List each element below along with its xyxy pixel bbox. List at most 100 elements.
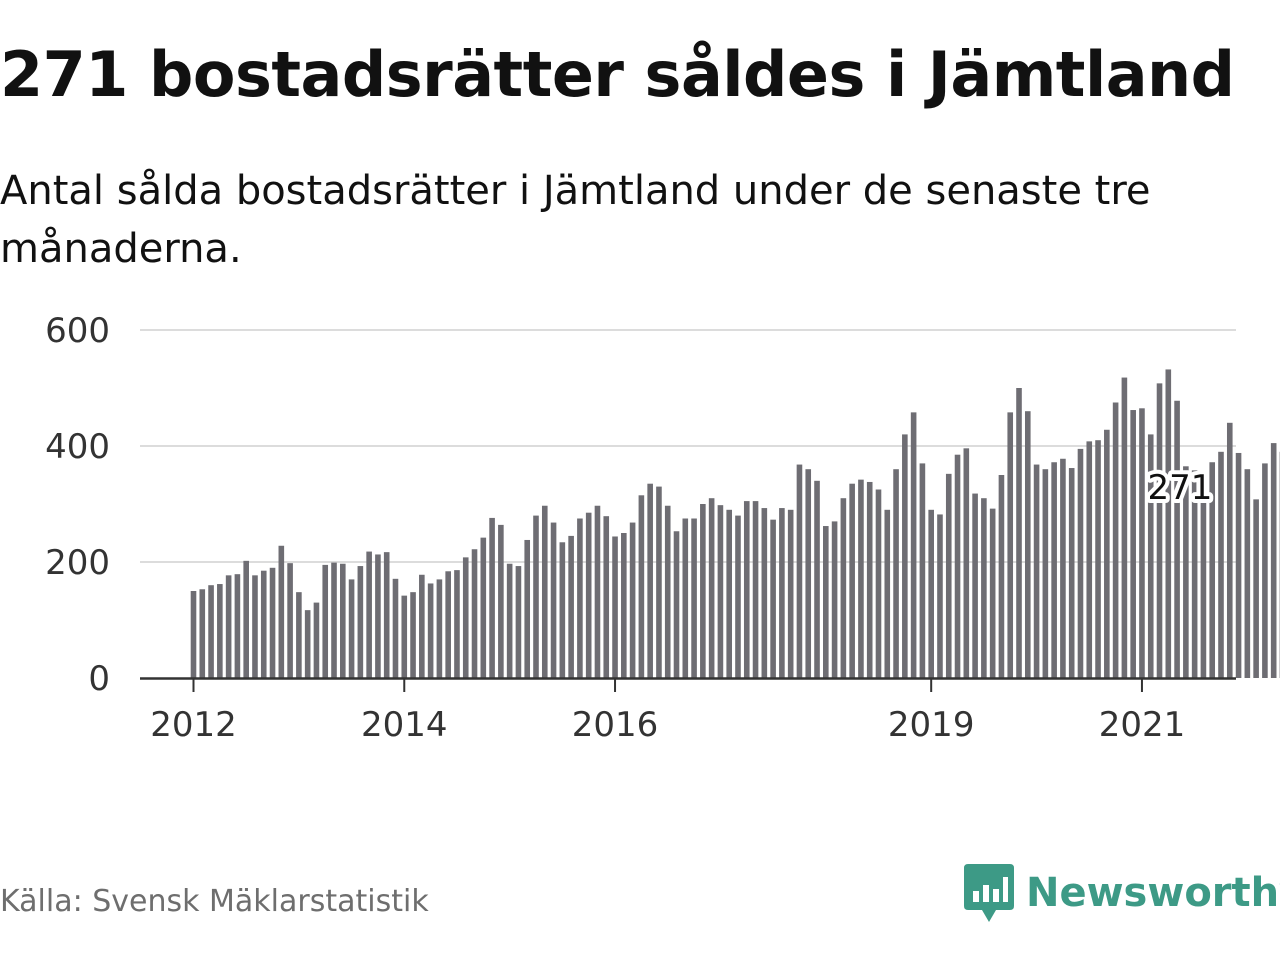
bar — [304, 610, 311, 678]
bar — [339, 563, 346, 678]
bar — [217, 584, 223, 678]
bar — [981, 498, 987, 678]
bar — [252, 575, 258, 678]
bar — [928, 509, 934, 678]
bar — [1226, 422, 1233, 678]
bars — [190, 369, 1280, 678]
bar — [787, 509, 794, 678]
bar — [533, 515, 539, 678]
bar — [568, 535, 574, 678]
bar — [436, 579, 443, 678]
bar — [1104, 429, 1110, 678]
bar — [1024, 411, 1031, 678]
bar — [462, 557, 469, 678]
bar — [691, 518, 697, 678]
bar — [278, 545, 285, 678]
y-tick-label: 0 — [88, 659, 110, 699]
bar — [410, 592, 416, 678]
bar — [1183, 466, 1189, 678]
bar — [419, 574, 425, 678]
bar — [972, 493, 978, 678]
bar — [656, 486, 662, 678]
bar — [366, 551, 372, 678]
bar — [1051, 462, 1057, 678]
x-tick-label: 2014 — [361, 705, 448, 745]
bar — [471, 549, 478, 678]
bar — [638, 495, 645, 678]
bar — [726, 509, 733, 678]
bar — [225, 575, 232, 678]
bar — [234, 574, 241, 678]
bar — [1262, 463, 1268, 678]
x-ticks — [192, 678, 1143, 692]
bar — [541, 505, 548, 678]
newsworthy-logo-icon — [964, 864, 1014, 922]
bar — [779, 508, 785, 678]
brand-name: Newsworthy — [1026, 870, 1280, 916]
bar — [1244, 469, 1251, 678]
bar — [348, 579, 355, 678]
x-tick-label: 2021 — [1099, 705, 1186, 745]
bar — [401, 595, 408, 678]
bar — [296, 592, 302, 678]
bar — [357, 566, 364, 678]
bar — [673, 531, 680, 678]
bar — [1174, 400, 1180, 678]
x-tick-label: 2019 — [888, 705, 975, 745]
bar — [269, 567, 276, 678]
bar — [805, 469, 812, 678]
bar — [840, 498, 847, 678]
bar — [489, 517, 495, 678]
bar — [331, 562, 337, 678]
bar — [392, 578, 399, 678]
y-tick-label: 400 — [45, 427, 110, 467]
chart-title: 271 bostadsrätter såldes i Jämtland — [0, 38, 1235, 111]
bar — [831, 521, 838, 678]
bar — [875, 489, 882, 678]
bar — [963, 448, 970, 678]
bar — [937, 514, 943, 678]
bar — [260, 570, 267, 678]
bar — [893, 469, 899, 678]
bar — [849, 483, 855, 678]
bar — [1130, 410, 1136, 678]
bar — [1095, 440, 1101, 678]
bar — [1156, 383, 1163, 678]
bar — [1147, 434, 1154, 678]
bar — [585, 512, 592, 678]
bar — [612, 536, 618, 678]
bar — [1191, 470, 1198, 678]
bar — [647, 483, 653, 678]
bar — [1218, 451, 1224, 678]
y-tick-label: 200 — [45, 543, 110, 583]
y-tick-labels: 0 200 400 600 — [45, 311, 110, 699]
bar — [559, 542, 566, 678]
bar — [199, 589, 206, 678]
bar — [884, 509, 891, 678]
bar — [480, 537, 487, 678]
bar — [427, 583, 434, 678]
bar — [858, 479, 864, 678]
x-tick-labels: 201220142016201920212023 — [150, 705, 1186, 745]
bar — [1209, 462, 1216, 678]
chart-subtitle: Antal sålda bostadsrätter i Jämtland und… — [0, 168, 1151, 272]
bar — [1112, 402, 1119, 678]
bar — [287, 563, 293, 678]
bar — [752, 501, 759, 678]
bar — [770, 519, 776, 678]
bar — [629, 522, 636, 678]
bar — [814, 480, 820, 678]
bar — [603, 516, 610, 678]
bar — [700, 504, 706, 678]
bar — [910, 412, 917, 678]
bar — [761, 508, 768, 678]
source-note: Källa: Svensk Mäklarstatistik — [0, 884, 429, 919]
bar — [1033, 464, 1040, 678]
bar — [594, 505, 601, 678]
x-tick-label: 2012 — [150, 705, 237, 745]
brand-logo: Newsworthy — [962, 862, 1280, 924]
bar — [1253, 499, 1259, 678]
bar — [682, 518, 689, 678]
bar — [998, 475, 1005, 678]
